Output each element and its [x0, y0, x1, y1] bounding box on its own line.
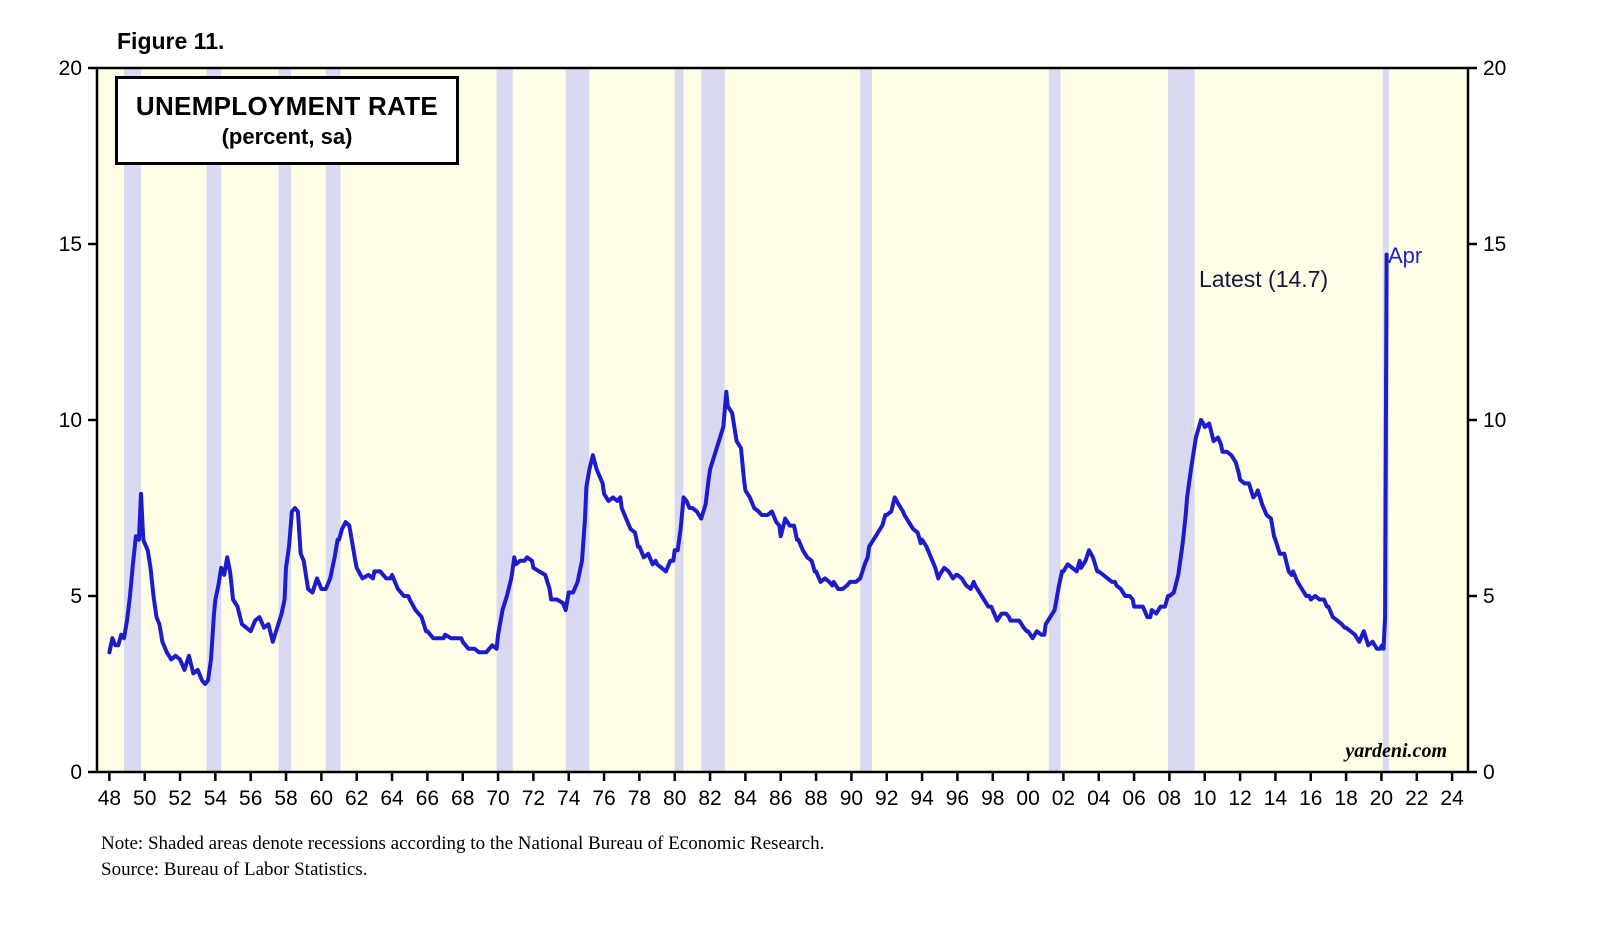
- x-tick-label: 60: [310, 787, 333, 810]
- x-tick-label: 02: [1052, 787, 1075, 810]
- y-tick-label-right: 10: [1483, 409, 1506, 432]
- x-tick-label: 92: [875, 787, 898, 810]
- x-tick-label: 70: [486, 787, 509, 810]
- latest-month-label: Apr: [1388, 243, 1423, 268]
- x-tick-label: 68: [451, 787, 474, 810]
- x-tick-label: 62: [345, 787, 368, 810]
- x-tick-label: 00: [1016, 787, 1039, 810]
- x-tick-label: 10: [1193, 787, 1216, 810]
- y-tick-label-right: 15: [1483, 233, 1506, 256]
- plot-background: [97, 68, 1468, 772]
- latest-annotation: Latest (14.7): [1199, 266, 1329, 292]
- x-tick-label: 88: [804, 787, 827, 810]
- y-tick-label-right: 20: [1483, 57, 1506, 80]
- x-tick-label: 54: [204, 787, 228, 810]
- y-tick-label-left: 10: [59, 409, 82, 432]
- chart-subtitle: (percent, sa): [221, 124, 353, 149]
- recession-band: [860, 68, 872, 772]
- y-tick-label-left: 15: [59, 233, 82, 256]
- x-tick-label: 84: [734, 787, 758, 810]
- source-line: Source: Bureau of Labor Statistics.: [101, 858, 368, 880]
- recession-band: [124, 68, 141, 772]
- x-tick-label: 64: [380, 787, 404, 810]
- x-tick-label: 82: [698, 787, 721, 810]
- chart-notes: Note: Shaded areas denote recessions acc…: [101, 831, 824, 882]
- recession-band: [565, 68, 590, 772]
- x-tick-label: 52: [168, 787, 191, 810]
- x-tick-label: 86: [769, 787, 792, 810]
- y-tick-label-left: 5: [70, 585, 82, 608]
- x-tick-label: 80: [663, 787, 686, 810]
- note-line: Note: Shaded areas denote recessions acc…: [101, 833, 825, 854]
- x-tick-label: 96: [946, 787, 969, 810]
- x-tick-label: 08: [1158, 787, 1181, 810]
- x-tick-label: 56: [239, 787, 262, 810]
- x-tick-label: 98: [981, 787, 1004, 810]
- chart-title: UNEMPLOYMENT RATE: [135, 91, 439, 121]
- x-tick-label: 04: [1087, 787, 1111, 810]
- y-tick-label-right: 5: [1483, 585, 1495, 608]
- x-tick-label: 18: [1334, 787, 1357, 810]
- x-tick-label: 72: [522, 787, 545, 810]
- x-tick-label: 12: [1228, 787, 1251, 810]
- figure-label: Figure 11.: [117, 28, 225, 54]
- x-tick-label: 06: [1122, 787, 1145, 810]
- x-tick-label: 58: [274, 787, 297, 810]
- recession-band: [496, 68, 513, 772]
- x-tick-label: 48: [98, 787, 121, 810]
- x-tick-label: 66: [416, 787, 439, 810]
- x-tick-label: 16: [1299, 787, 1322, 810]
- x-tick-label: 78: [628, 787, 651, 810]
- y-tick-label-right: 0: [1483, 761, 1495, 784]
- recession-band: [1168, 68, 1195, 772]
- x-tick-label: 50: [133, 787, 156, 810]
- recession-band: [674, 68, 684, 772]
- x-tick-label: 22: [1405, 787, 1428, 810]
- recession-band: [325, 68, 341, 772]
- x-tick-label: 24: [1440, 787, 1464, 810]
- x-tick-label: 20: [1370, 787, 1393, 810]
- x-tick-label: 90: [840, 787, 863, 810]
- x-tick-label: 14: [1264, 787, 1288, 810]
- recession-band: [278, 68, 292, 772]
- yardeni-watermark: yardeni.com: [1345, 740, 1447, 762]
- recession-band: [701, 68, 725, 772]
- x-tick-label: 74: [557, 787, 581, 810]
- unemployment-line: [107, 252, 1389, 686]
- y-tick-label-left: 0: [70, 761, 82, 784]
- x-tick-label: 94: [910, 787, 934, 810]
- chart-title-box: UNEMPLOYMENT RATE (percent, sa): [115, 76, 459, 165]
- x-tick-label: 76: [592, 787, 615, 810]
- recession-band: [1048, 68, 1061, 772]
- y-tick-label-left: 20: [59, 57, 82, 80]
